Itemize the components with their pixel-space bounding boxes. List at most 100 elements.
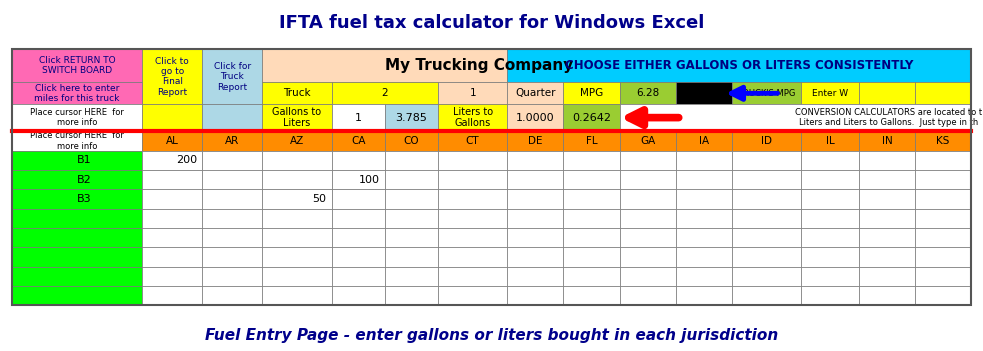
Bar xyxy=(202,49,262,104)
Bar xyxy=(731,82,801,104)
Bar xyxy=(202,286,262,305)
Bar xyxy=(675,82,731,104)
Bar xyxy=(801,209,859,228)
Bar xyxy=(143,151,202,170)
Bar xyxy=(859,170,915,190)
Bar xyxy=(331,170,384,190)
Text: Click to
go to
Final
Report: Click to go to Final Report xyxy=(155,57,189,97)
Bar xyxy=(731,190,801,209)
Bar xyxy=(563,286,619,305)
Bar xyxy=(143,151,202,170)
Text: 100: 100 xyxy=(359,175,379,185)
Bar xyxy=(619,104,971,131)
Bar xyxy=(731,209,801,228)
Bar xyxy=(915,170,971,190)
Bar xyxy=(563,190,619,209)
Bar xyxy=(619,82,675,104)
Bar xyxy=(619,151,675,170)
Text: CO: CO xyxy=(403,136,419,146)
Bar xyxy=(437,228,507,247)
Text: Enter W: Enter W xyxy=(812,89,848,98)
Bar xyxy=(859,131,915,151)
Bar xyxy=(563,82,619,104)
Bar xyxy=(563,170,619,190)
Bar xyxy=(915,228,971,247)
Bar xyxy=(563,228,619,247)
Bar xyxy=(507,151,563,170)
Bar xyxy=(262,247,331,267)
Bar xyxy=(331,170,384,190)
Bar xyxy=(619,286,675,305)
Bar xyxy=(202,151,262,170)
Bar xyxy=(801,170,859,190)
Bar xyxy=(563,131,619,151)
Bar xyxy=(384,131,437,151)
Bar xyxy=(675,170,731,190)
Bar xyxy=(731,228,801,247)
Bar xyxy=(331,190,384,209)
Bar xyxy=(619,131,675,151)
Bar xyxy=(507,82,563,104)
Bar xyxy=(859,247,915,267)
Bar xyxy=(143,104,202,131)
Bar xyxy=(619,267,675,286)
Bar xyxy=(801,131,859,151)
Bar xyxy=(915,247,971,267)
Bar xyxy=(675,151,731,170)
Bar xyxy=(619,209,675,228)
Bar xyxy=(619,228,675,247)
Bar xyxy=(12,82,143,104)
Bar xyxy=(262,82,331,104)
Bar xyxy=(331,228,384,247)
Text: IA: IA xyxy=(699,136,709,146)
Bar xyxy=(731,247,801,267)
Bar xyxy=(143,286,202,305)
Bar xyxy=(437,247,507,267)
Bar xyxy=(12,151,143,170)
Bar xyxy=(675,228,731,247)
Bar xyxy=(801,286,859,305)
Bar xyxy=(915,267,971,286)
Text: Click for
Truck
Report: Click for Truck Report xyxy=(213,62,251,92)
Bar xyxy=(384,209,437,228)
Bar xyxy=(801,247,859,267)
Bar xyxy=(331,104,384,131)
Bar xyxy=(507,247,563,267)
Bar xyxy=(384,104,437,131)
Text: DE: DE xyxy=(528,136,543,146)
Bar xyxy=(262,190,331,209)
Bar xyxy=(12,209,143,228)
Bar xyxy=(331,151,384,170)
Bar xyxy=(675,247,731,267)
Bar xyxy=(563,209,619,228)
Bar xyxy=(202,209,262,228)
Bar xyxy=(437,209,507,228)
Bar xyxy=(437,170,507,190)
Text: AL: AL xyxy=(166,136,179,146)
Bar xyxy=(143,131,202,151)
Bar xyxy=(915,209,971,228)
Text: Click here to enter
miles for this truck: Click here to enter miles for this truck xyxy=(34,84,120,103)
Text: TRUCK'S MPG: TRUCK'S MPG xyxy=(737,89,795,98)
Bar xyxy=(331,131,384,151)
Bar xyxy=(331,82,437,104)
Bar xyxy=(731,170,801,190)
Bar xyxy=(507,190,563,209)
Text: 2: 2 xyxy=(381,88,388,98)
Bar xyxy=(202,247,262,267)
Bar xyxy=(262,267,331,286)
Bar xyxy=(262,104,331,131)
Bar xyxy=(507,209,563,228)
Text: CONVERSION CALCULATORS are located to t
Liters and Liters to Gallons.  Just type: CONVERSION CALCULATORS are located to t … xyxy=(795,108,982,127)
Bar xyxy=(507,286,563,305)
Bar xyxy=(384,286,437,305)
Bar xyxy=(143,267,202,286)
Bar xyxy=(915,286,971,305)
Bar xyxy=(384,247,437,267)
Text: Click RETURN TO
SWITCH BOARD: Click RETURN TO SWITCH BOARD xyxy=(38,56,115,75)
Bar xyxy=(859,190,915,209)
Bar xyxy=(202,228,262,247)
Bar xyxy=(801,228,859,247)
Bar xyxy=(619,247,675,267)
Bar xyxy=(384,170,437,190)
